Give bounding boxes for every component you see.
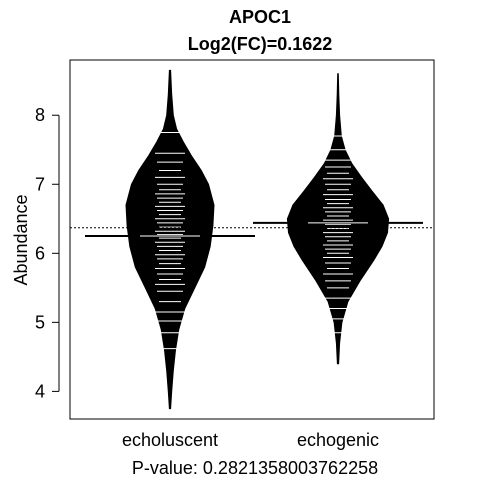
plot-frame [69,59,435,420]
x-axis: echoluscent echogenic [122,430,379,450]
p-value-footer: P-value: 0.2821358003762258 [132,458,378,478]
y-tick-label: 5 [35,312,45,332]
chart-title: APOC1 [229,7,291,27]
bean-echoluscent [125,69,215,410]
x-tick-label: echoluscent [122,430,218,450]
y-tick-label: 7 [35,174,45,194]
beans-layer [85,69,423,410]
y-axis-label: Abundance [11,194,31,285]
chart-subtitle: Log2(FC)=0.1622 [188,34,333,54]
y-axis: 4 5 6 7 8 [35,105,60,401]
y-tick-label: 8 [35,105,45,125]
x-tick-label: echogenic [297,430,379,450]
y-tick-label: 4 [35,381,45,401]
y-tick-label: 6 [35,243,45,263]
bean-echogenic [286,73,390,365]
